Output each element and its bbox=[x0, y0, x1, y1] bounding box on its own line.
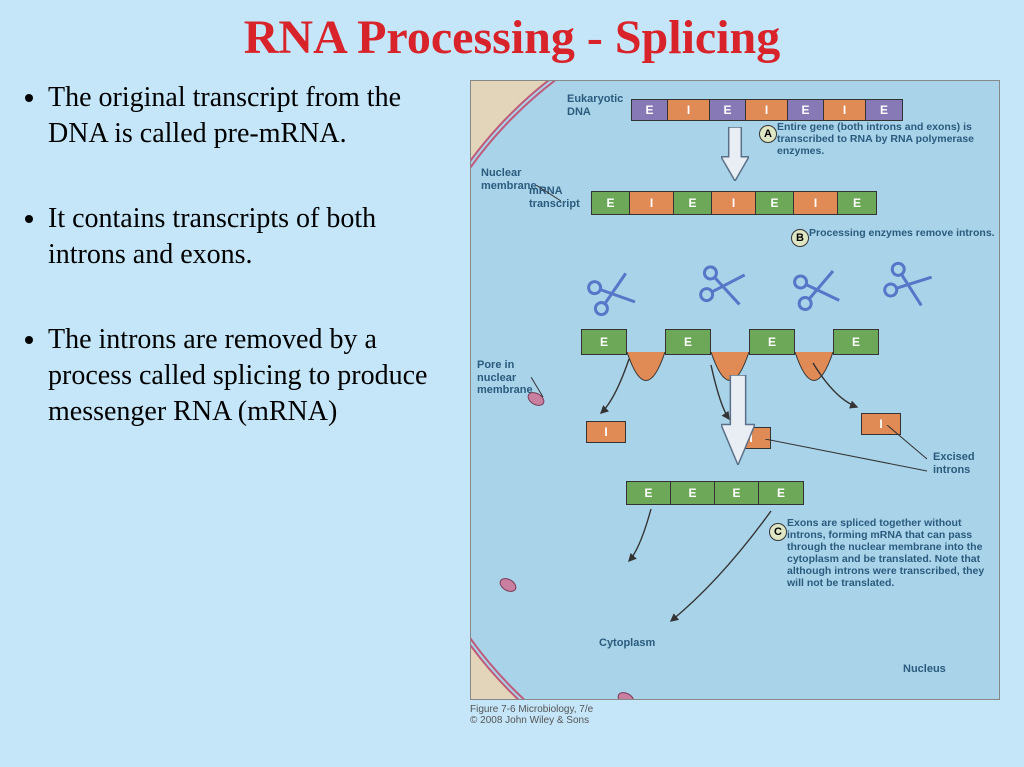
diagram-label: Cytoplasm bbox=[599, 637, 655, 650]
intron-segment: I bbox=[824, 100, 866, 120]
intron-segment: I bbox=[712, 192, 756, 214]
flow-arrow-icon bbox=[803, 353, 867, 417]
bullet-list: The original transcript from the DNA is … bbox=[20, 80, 460, 726]
leader-line bbox=[531, 377, 545, 399]
leader-line bbox=[765, 439, 929, 473]
scissor-icon bbox=[692, 259, 750, 317]
leader-line bbox=[536, 185, 563, 203]
arrow-down-icon bbox=[721, 127, 749, 181]
slide: RNA Processing - Splicing The original t… bbox=[0, 0, 1024, 767]
callout-marker: A bbox=[759, 125, 777, 143]
diagram-label: Nucleus bbox=[903, 663, 946, 676]
figure-wrap: EIEIEIEEIEIEIEEEEEEukaryotic DNAmRNA tra… bbox=[470, 80, 1000, 726]
excised-intron: I bbox=[586, 421, 626, 443]
intron-segment: I bbox=[630, 192, 674, 214]
slide-title: RNA Processing - Splicing bbox=[20, 10, 1004, 65]
exon-segment: E bbox=[866, 100, 902, 120]
bullet-item: It contains transcripts of both introns … bbox=[48, 201, 460, 274]
exon-segment: E bbox=[838, 192, 876, 214]
flow-arrow-icon bbox=[701, 355, 739, 429]
eukaryotic-dna-strip: EIEIEIE bbox=[631, 99, 903, 121]
callout-text: Entire gene (both introns and exons) is … bbox=[777, 121, 987, 157]
bullet-item: The original transcript from the DNA is … bbox=[48, 80, 460, 153]
callout-text: Exons are spliced together without intro… bbox=[787, 517, 997, 589]
callout-text: Processing enzymes remove introns. bbox=[809, 227, 997, 239]
exon-segment: E bbox=[592, 192, 630, 214]
diagram-label: Pore in nuclear membrane bbox=[477, 359, 533, 397]
caption-line1: Figure 7-6 Microbiology, 7/e bbox=[470, 704, 1000, 715]
exon-segment: E bbox=[756, 192, 794, 214]
scissor-icon bbox=[786, 262, 845, 321]
flow-arrow-icon bbox=[619, 499, 661, 571]
intron-segment: I bbox=[668, 100, 710, 120]
bullet-item: The introns are removed by a process cal… bbox=[48, 322, 460, 431]
mrna-transcript-strip: EIEIEIE bbox=[591, 191, 877, 215]
exon-segment: E bbox=[833, 329, 879, 355]
exon-segment: E bbox=[665, 329, 711, 355]
exon-segment: E bbox=[632, 100, 668, 120]
intron-segment: I bbox=[794, 192, 838, 214]
exon-segment: E bbox=[710, 100, 746, 120]
diagram-label: Nuclear membrane bbox=[481, 167, 537, 192]
figure-caption: Figure 7-6 Microbiology, 7/e © 2008 John… bbox=[470, 704, 1000, 726]
caption-line2: © 2008 John Wiley & Sons bbox=[470, 715, 1000, 726]
flow-arrow-icon bbox=[591, 349, 639, 423]
diagram-label: Eukaryotic DNA bbox=[567, 93, 623, 118]
exon-segment: E bbox=[788, 100, 824, 120]
splicing-diagram: EIEIEIEEIEIEIEEEEEEukaryotic DNAmRNA tra… bbox=[470, 80, 1000, 700]
callout-marker: B bbox=[791, 229, 809, 247]
flow-arrow-icon bbox=[661, 501, 781, 631]
content-row: The original transcript from the DNA is … bbox=[20, 80, 1004, 726]
intron-segment: I bbox=[746, 100, 788, 120]
exon-segment: E bbox=[749, 329, 795, 355]
diagram-label: Excised introns bbox=[933, 451, 975, 476]
exon-segment: E bbox=[674, 192, 712, 214]
